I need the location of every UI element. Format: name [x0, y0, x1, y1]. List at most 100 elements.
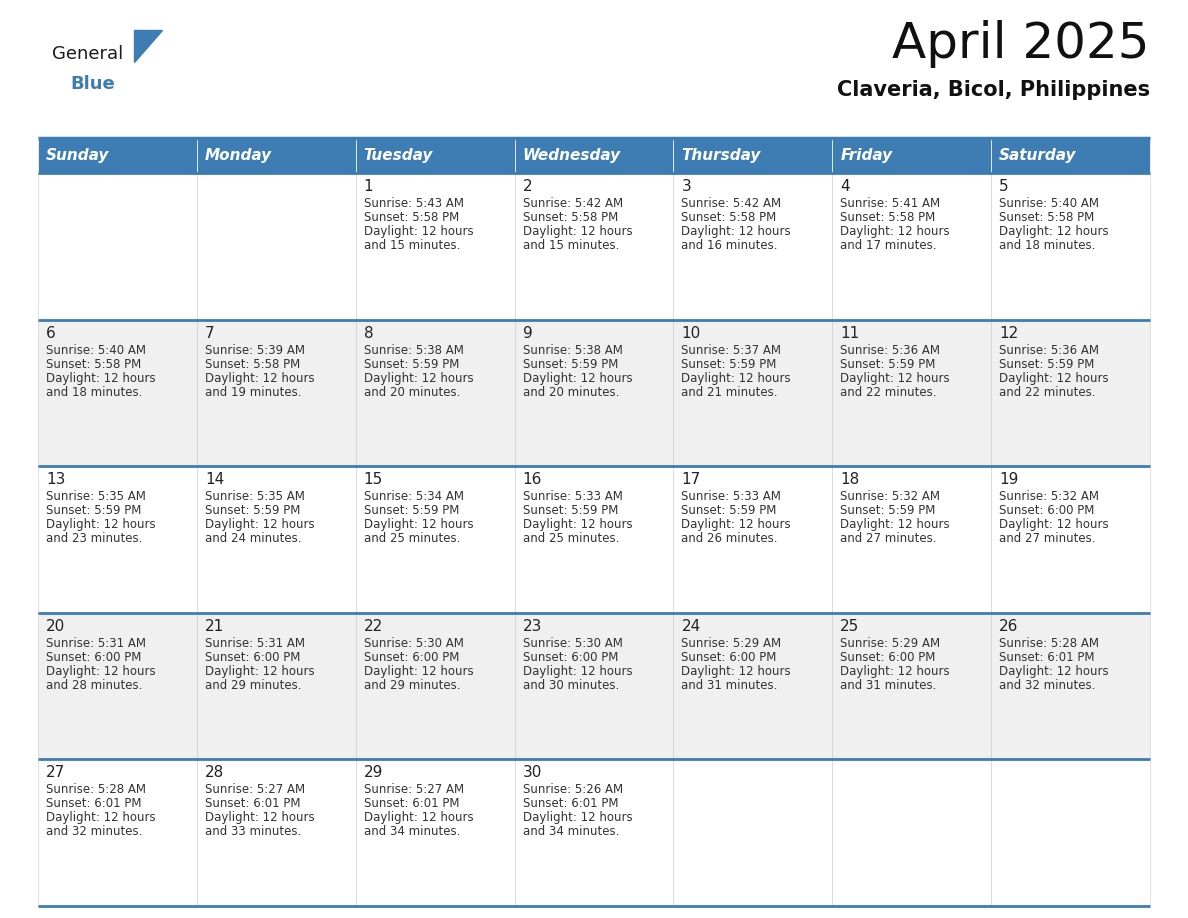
Text: and 31 minutes.: and 31 minutes.	[840, 678, 936, 692]
Text: Saturday: Saturday	[999, 148, 1076, 163]
Text: and 15 minutes.: and 15 minutes.	[364, 239, 460, 252]
Text: and 33 minutes.: and 33 minutes.	[204, 825, 301, 838]
Text: and 32 minutes.: and 32 minutes.	[999, 678, 1095, 692]
Text: Daylight: 12 hours: Daylight: 12 hours	[46, 812, 156, 824]
Text: Sunrise: 5:36 AM: Sunrise: 5:36 AM	[840, 343, 940, 356]
Text: 16: 16	[523, 472, 542, 487]
Bar	[38, 466, 197, 613]
Text: 21: 21	[204, 619, 225, 633]
Text: and 31 minutes.: and 31 minutes.	[682, 678, 778, 692]
Text: 13: 13	[46, 472, 65, 487]
Text: Sunrise: 5:38 AM: Sunrise: 5:38 AM	[364, 343, 463, 356]
Text: Sunset: 6:00 PM: Sunset: 6:00 PM	[364, 651, 459, 664]
Bar	[674, 613, 833, 759]
Text: and 20 minutes.: and 20 minutes.	[523, 386, 619, 398]
Text: and 16 minutes.: and 16 minutes.	[682, 239, 778, 252]
Bar	[991, 173, 1150, 319]
Text: Sunset: 5:58 PM: Sunset: 5:58 PM	[364, 211, 459, 224]
Bar	[355, 466, 514, 613]
Text: 2: 2	[523, 179, 532, 194]
Bar	[991, 319, 1150, 466]
Text: Daylight: 12 hours: Daylight: 12 hours	[999, 225, 1108, 238]
Text: Claveria, Bicol, Philippines: Claveria, Bicol, Philippines	[836, 80, 1150, 100]
Text: Daylight: 12 hours: Daylight: 12 hours	[840, 665, 950, 677]
Text: Thursday: Thursday	[682, 148, 760, 163]
Bar	[674, 173, 833, 319]
Bar	[833, 173, 991, 319]
Text: Sunset: 6:01 PM: Sunset: 6:01 PM	[523, 798, 618, 811]
Text: and 18 minutes.: and 18 minutes.	[999, 239, 1095, 252]
Text: Daylight: 12 hours: Daylight: 12 hours	[523, 812, 632, 824]
Text: Sunset: 5:59 PM: Sunset: 5:59 PM	[682, 358, 777, 371]
Polygon shape	[134, 30, 162, 62]
Text: 22: 22	[364, 619, 383, 633]
Text: Daylight: 12 hours: Daylight: 12 hours	[46, 518, 156, 532]
Text: Sunrise: 5:43 AM: Sunrise: 5:43 AM	[364, 197, 463, 210]
Text: Daylight: 12 hours: Daylight: 12 hours	[523, 665, 632, 677]
Text: Sunrise: 5:33 AM: Sunrise: 5:33 AM	[523, 490, 623, 503]
Text: 9: 9	[523, 326, 532, 341]
Text: Daylight: 12 hours: Daylight: 12 hours	[682, 372, 791, 385]
Text: Daylight: 12 hours: Daylight: 12 hours	[204, 372, 315, 385]
Text: Sunset: 5:59 PM: Sunset: 5:59 PM	[523, 504, 618, 517]
Text: Sunset: 5:58 PM: Sunset: 5:58 PM	[523, 211, 618, 224]
Text: Daylight: 12 hours: Daylight: 12 hours	[840, 518, 950, 532]
Text: and 34 minutes.: and 34 minutes.	[364, 825, 460, 838]
Text: Daylight: 12 hours: Daylight: 12 hours	[999, 372, 1108, 385]
Bar	[197, 173, 355, 319]
Text: and 19 minutes.: and 19 minutes.	[204, 386, 302, 398]
Bar	[833, 319, 991, 466]
Text: Sunrise: 5:32 AM: Sunrise: 5:32 AM	[840, 490, 940, 503]
Text: Sunset: 6:01 PM: Sunset: 6:01 PM	[204, 798, 301, 811]
Text: Sunrise: 5:31 AM: Sunrise: 5:31 AM	[204, 637, 305, 650]
Bar	[197, 319, 355, 466]
Text: Daylight: 12 hours: Daylight: 12 hours	[840, 372, 950, 385]
Text: Sunset: 5:59 PM: Sunset: 5:59 PM	[364, 358, 459, 371]
Bar	[833, 759, 991, 906]
Text: 5: 5	[999, 179, 1009, 194]
Text: Sunset: 5:58 PM: Sunset: 5:58 PM	[204, 358, 301, 371]
Text: Sunset: 6:00 PM: Sunset: 6:00 PM	[999, 504, 1094, 517]
Text: 15: 15	[364, 472, 383, 487]
Text: Sunrise: 5:35 AM: Sunrise: 5:35 AM	[46, 490, 146, 503]
Bar	[197, 613, 355, 759]
Text: 12: 12	[999, 326, 1018, 341]
Text: 29: 29	[364, 766, 383, 780]
Text: Sunrise: 5:26 AM: Sunrise: 5:26 AM	[523, 783, 623, 797]
Text: and 25 minutes.: and 25 minutes.	[364, 532, 460, 545]
Text: Daylight: 12 hours: Daylight: 12 hours	[682, 225, 791, 238]
Text: Sunrise: 5:31 AM: Sunrise: 5:31 AM	[46, 637, 146, 650]
Text: Sunrise: 5:28 AM: Sunrise: 5:28 AM	[46, 783, 146, 797]
Text: Sunrise: 5:30 AM: Sunrise: 5:30 AM	[523, 637, 623, 650]
Text: and 20 minutes.: and 20 minutes.	[364, 386, 460, 398]
Text: Sunrise: 5:28 AM: Sunrise: 5:28 AM	[999, 637, 1099, 650]
Text: Sunrise: 5:38 AM: Sunrise: 5:38 AM	[523, 343, 623, 356]
Bar	[38, 138, 197, 173]
Text: 6: 6	[46, 326, 56, 341]
Text: 14: 14	[204, 472, 225, 487]
Text: Tuesday: Tuesday	[364, 148, 434, 163]
Bar	[355, 319, 514, 466]
Text: Sunrise: 5:42 AM: Sunrise: 5:42 AM	[523, 197, 623, 210]
Text: Daylight: 12 hours: Daylight: 12 hours	[46, 665, 156, 677]
Text: Daylight: 12 hours: Daylight: 12 hours	[682, 518, 791, 532]
Text: 27: 27	[46, 766, 65, 780]
Bar	[991, 759, 1150, 906]
Text: Sunrise: 5:42 AM: Sunrise: 5:42 AM	[682, 197, 782, 210]
Text: and 25 minutes.: and 25 minutes.	[523, 532, 619, 545]
Text: and 34 minutes.: and 34 minutes.	[523, 825, 619, 838]
Text: Sunset: 5:59 PM: Sunset: 5:59 PM	[204, 504, 301, 517]
Bar	[514, 138, 674, 173]
Text: and 22 minutes.: and 22 minutes.	[999, 386, 1095, 398]
Bar	[674, 138, 833, 173]
Bar	[833, 466, 991, 613]
Text: Sunrise: 5:34 AM: Sunrise: 5:34 AM	[364, 490, 463, 503]
Text: Sunset: 6:00 PM: Sunset: 6:00 PM	[840, 651, 936, 664]
Text: Daylight: 12 hours: Daylight: 12 hours	[523, 518, 632, 532]
Text: Sunset: 5:59 PM: Sunset: 5:59 PM	[682, 504, 777, 517]
Text: and 17 minutes.: and 17 minutes.	[840, 239, 937, 252]
Text: Sunset: 5:59 PM: Sunset: 5:59 PM	[840, 504, 936, 517]
Text: and 23 minutes.: and 23 minutes.	[46, 532, 143, 545]
Text: Sunset: 6:00 PM: Sunset: 6:00 PM	[523, 651, 618, 664]
Text: 30: 30	[523, 766, 542, 780]
